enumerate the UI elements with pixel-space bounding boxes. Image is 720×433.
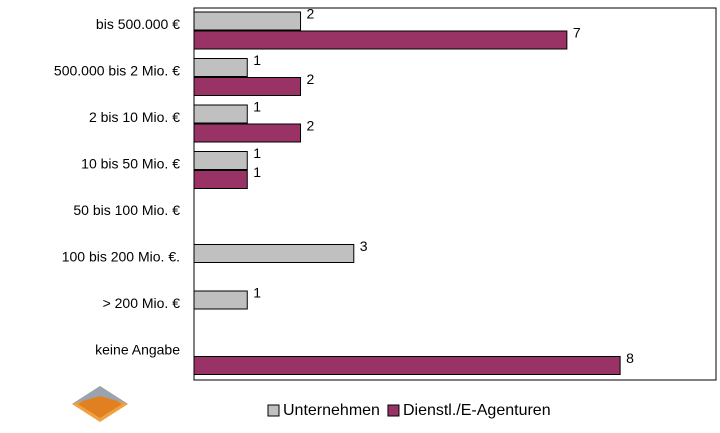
bar <box>193 356 621 375</box>
data-label: 3 <box>360 238 368 254</box>
bar <box>193 11 302 31</box>
data-label: 8 <box>626 350 634 366</box>
bar <box>193 30 568 50</box>
bar <box>193 123 302 143</box>
bar <box>193 244 355 263</box>
data-label: 1 <box>253 145 261 161</box>
legend-label: Dienstl./E-Agenturen <box>403 402 551 419</box>
data-label: 1 <box>253 164 261 180</box>
y-tick-label: > 200 Mio. € <box>103 295 181 311</box>
bar <box>193 104 248 124</box>
data-label: 1 <box>253 285 261 301</box>
legend-swatch <box>267 404 280 417</box>
y-tick-label: keine Angabe <box>95 341 180 357</box>
data-label: 7 <box>573 25 581 41</box>
y-tick-label: 2 bis 10 Mio. € <box>89 109 180 125</box>
y-tick-label: 10 bis 50 Mio. € <box>81 155 180 171</box>
plot-frame <box>193 7 717 381</box>
data-label: 1 <box>253 52 261 68</box>
bar <box>193 58 248 77</box>
y-tick-label: 100 bis 200 Mio. €. <box>62 248 180 264</box>
bar <box>193 77 302 96</box>
logo <box>72 386 128 422</box>
data-label: 2 <box>307 71 315 87</box>
legend-swatch <box>387 404 400 417</box>
data-label: 2 <box>307 118 315 134</box>
bar <box>193 290 248 310</box>
y-tick-label: 50 bis 100 Mio. € <box>73 202 180 218</box>
y-tick-label: bis 500.000 € <box>96 16 180 32</box>
legend-label: Unternehmen <box>283 402 380 419</box>
y-tick-label: 500.000 bis 2 Mio. € <box>54 62 180 78</box>
data-label: 2 <box>307 6 315 22</box>
bar <box>193 151 248 170</box>
data-label: 1 <box>253 99 261 115</box>
bar <box>193 170 248 189</box>
